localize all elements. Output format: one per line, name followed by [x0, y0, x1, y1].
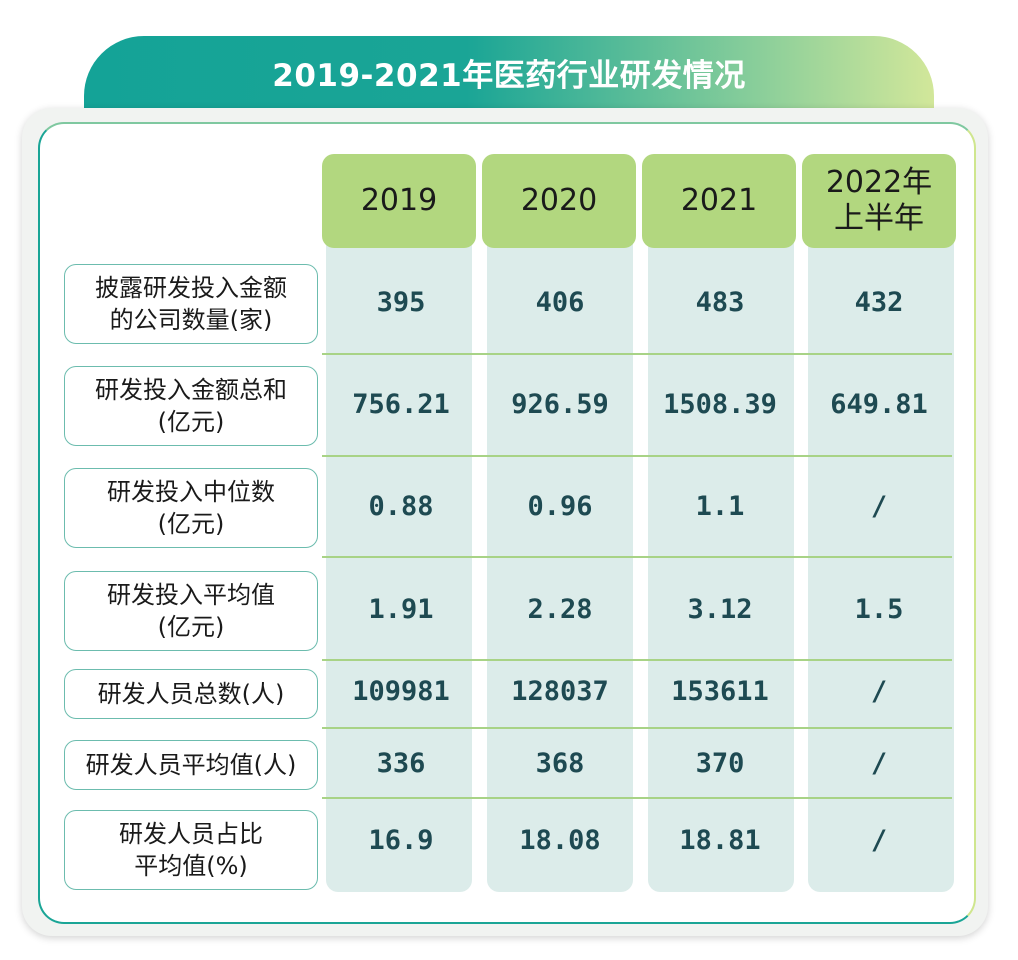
cell-value: 1508.39 — [663, 389, 777, 420]
row-label-rd-average: 研发投入平均值 (亿元) — [64, 571, 318, 651]
cell-value: 153611 — [671, 676, 769, 707]
cell-value: 370 — [695, 748, 745, 779]
column-bg-2019 — [326, 240, 472, 892]
cell-value: 368 — [535, 748, 585, 779]
cell-value: 2.28 — [527, 594, 593, 625]
row-label-rd-median: 研发投入中位数 (亿元) — [64, 468, 318, 548]
row-divider — [322, 353, 952, 355]
row-divider — [322, 455, 952, 457]
row-divider — [322, 727, 952, 729]
cell-value: / — [870, 748, 888, 779]
row-divider — [322, 556, 952, 558]
year-header-2021: 2021 — [642, 154, 796, 248]
cell-value: 109981 — [352, 676, 450, 707]
cell-value: 0.88 — [368, 491, 434, 522]
year-header-2020: 2020 — [482, 154, 636, 248]
cell-value: / — [870, 825, 888, 856]
year-header-2022h1: 2022年 上半年 — [802, 154, 956, 248]
column-bg-2021 — [648, 240, 794, 892]
cell-value: 926.59 — [511, 389, 609, 420]
cell-value: 395 — [376, 287, 426, 318]
year-header-2019: 2019 — [322, 154, 476, 248]
cell-value: 649.81 — [830, 389, 928, 420]
column-bg-2020 — [487, 240, 633, 892]
row-divider — [322, 659, 952, 661]
cell-value: 16.9 — [368, 825, 434, 856]
row-label-staff-average: 研发人员平均值(人) — [64, 740, 318, 790]
cell-value: 128037 — [511, 676, 609, 707]
cell-value: 3.12 — [687, 594, 753, 625]
cell-value: 1.91 — [368, 594, 434, 625]
cell-value: 0.96 — [527, 491, 593, 522]
row-label-staff-ratio: 研发人员占比 平均值(%) — [64, 810, 318, 890]
cell-value: 756.21 — [352, 389, 450, 420]
cell-value: 483 — [695, 287, 745, 318]
row-divider — [322, 797, 952, 799]
cell-value: 1.5 — [854, 594, 904, 625]
cell-value: 406 — [535, 287, 585, 318]
row-label-rd-total: 研发投入金额总和 (亿元) — [64, 366, 318, 446]
cell-value: / — [870, 676, 888, 707]
row-label-staff-total: 研发人员总数(人) — [64, 669, 318, 719]
page-title: 2019-2021年医药行业研发情况 — [272, 58, 746, 94]
cell-value: 1.1 — [695, 491, 745, 522]
column-bg-2022h1 — [808, 240, 954, 892]
cell-value: 432 — [854, 287, 904, 318]
cell-value: 336 — [376, 748, 426, 779]
cell-value: / — [870, 491, 888, 522]
cell-value: 18.08 — [519, 825, 601, 856]
cell-value: 18.81 — [679, 825, 761, 856]
row-label-company-count: 披露研发投入金额 的公司数量(家) — [64, 264, 318, 344]
